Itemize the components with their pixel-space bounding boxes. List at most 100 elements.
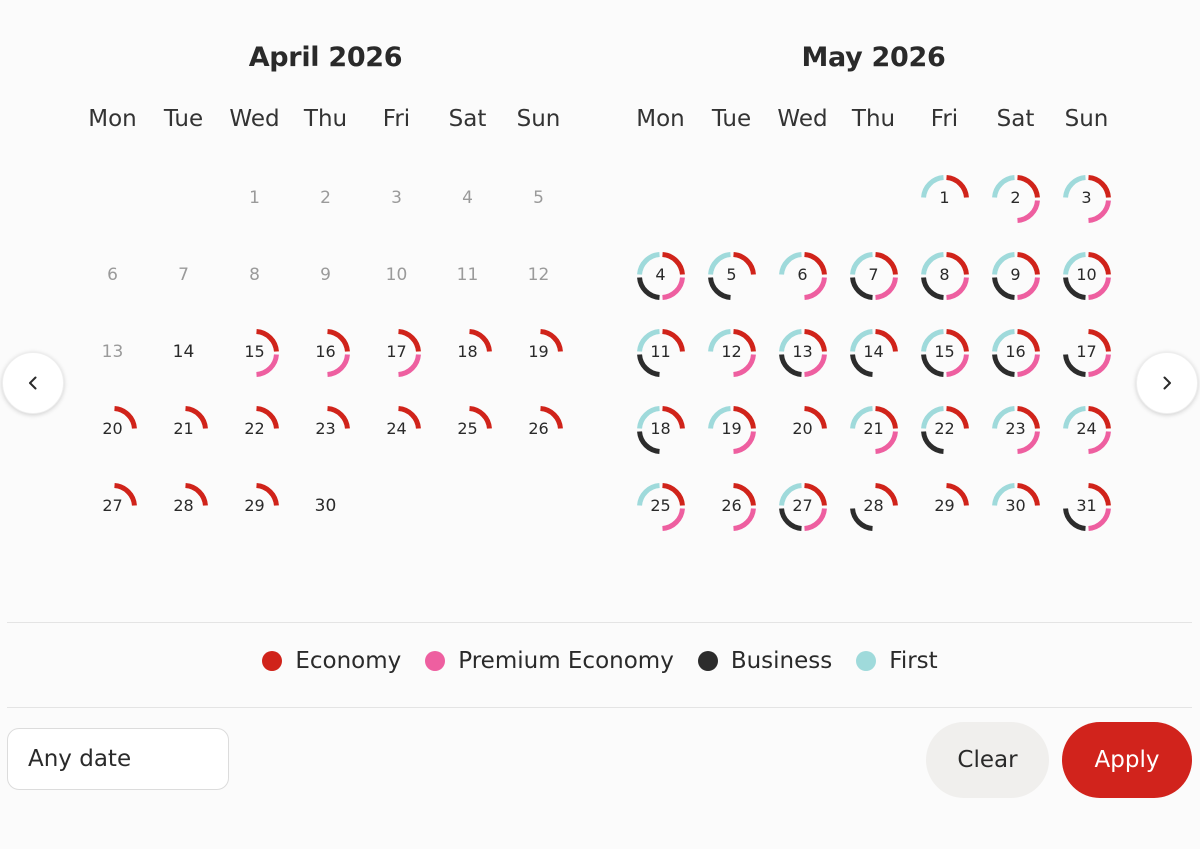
calendar-day[interactable]: 23: [980, 391, 1051, 468]
calendar-day: 2: [290, 160, 361, 237]
selected-date-field[interactable]: Any date: [7, 728, 229, 790]
availability-arc-business: [1063, 277, 1086, 300]
availability-arc-economy: [398, 406, 421, 429]
availability-arc-business: [850, 277, 873, 300]
availability-arc-business: [1063, 508, 1086, 531]
availability-arc-premium-economy: [1017, 431, 1040, 454]
weekday-header: Mon Tue Wed Thu Fri Sat Sun: [625, 106, 1122, 132]
calendar-day[interactable]: 17: [1051, 314, 1122, 391]
calendar-day[interactable]: 14: [838, 314, 909, 391]
availability-arc-premium-economy: [1017, 200, 1040, 223]
calendar-day[interactable]: 31: [1051, 468, 1122, 545]
calendar-day[interactable]: 28: [838, 468, 909, 545]
calendar-day[interactable]: 11: [625, 314, 696, 391]
calendar-day[interactable]: 7: [838, 237, 909, 314]
calendar-grid: 1 2 3 4 5 6 7 8 9 10 11 12 13 14 15 16 17 18 19 20 21 22 23 24 2…: [77, 160, 574, 545]
clear-button[interactable]: Clear: [926, 722, 1049, 798]
day-number: 31: [1076, 496, 1097, 515]
calendar-day[interactable]: 21: [148, 391, 219, 468]
availability-arc-economy: [733, 483, 756, 506]
chevron-left-icon: [29, 376, 37, 390]
calendar-day[interactable]: 26: [696, 468, 767, 545]
day-number: 20: [792, 419, 813, 438]
calendar-day[interactable]: 2: [980, 160, 1051, 237]
availability-ring: [185, 483, 208, 506]
calendar-day[interactable]: 19: [696, 391, 767, 468]
availability-arc-first: [1063, 406, 1086, 429]
calendar-day[interactable]: 22: [909, 391, 980, 468]
calendar-day[interactable]: 18: [432, 314, 503, 391]
availability-arc-economy: [114, 483, 137, 506]
calendar-day[interactable]: 20: [77, 391, 148, 468]
availability-ring: [469, 406, 492, 429]
availability-arc-first: [992, 252, 1015, 275]
calendar-day[interactable]: 29: [219, 468, 290, 545]
next-month-button[interactable]: [1136, 352, 1198, 414]
calendar-day: 7: [148, 237, 219, 314]
calendar-day[interactable]: 12: [696, 314, 767, 391]
calendar-day[interactable]: 1: [909, 160, 980, 237]
availability-ring: [850, 252, 898, 300]
legend-label: Economy: [295, 648, 402, 674]
calendar-day[interactable]: 23: [290, 391, 361, 468]
calendar-day[interactable]: 30: [290, 468, 361, 545]
calendar-day[interactable]: 14: [148, 314, 219, 391]
calendar-day[interactable]: 27: [767, 468, 838, 545]
calendar-day[interactable]: 25: [432, 391, 503, 468]
day-number: 26: [721, 496, 742, 515]
availability-ring: [469, 329, 492, 352]
day-number: 13: [792, 342, 813, 361]
calendar-day[interactable]: 10: [1051, 237, 1122, 314]
calendar-day[interactable]: 17: [361, 314, 432, 391]
calendar-day[interactable]: 20: [767, 391, 838, 468]
calendar-day[interactable]: 24: [1051, 391, 1122, 468]
weekday-label: Fri: [930, 106, 959, 132]
calendar-day[interactable]: 19: [503, 314, 574, 391]
availability-arc-first: [637, 329, 660, 352]
availability-ring: [114, 483, 137, 506]
calendar-day[interactable]: 22: [219, 391, 290, 468]
calendar-day[interactable]: 18: [625, 391, 696, 468]
calendar-day[interactable]: 27: [77, 468, 148, 545]
calendar-day[interactable]: 21: [838, 391, 909, 468]
calendar-day[interactable]: 16: [980, 314, 1051, 391]
availability-arc-business: [921, 277, 944, 300]
previous-month-button[interactable]: [2, 352, 64, 414]
calendar-day[interactable]: 8: [909, 237, 980, 314]
calendar-day[interactable]: 6: [767, 237, 838, 314]
availability-arc-business: [779, 354, 802, 377]
availability-ring: [921, 406, 969, 454]
calendar-day[interactable]: 25: [625, 468, 696, 545]
calendar-day[interactable]: 5: [696, 237, 767, 314]
calendar-day[interactable]: 15: [219, 314, 290, 391]
weekday-label: Mon: [88, 106, 137, 132]
calendar-day[interactable]: 29: [909, 468, 980, 545]
day-number: 27: [792, 496, 813, 515]
availability-arc-economy: [733, 406, 756, 429]
calendar-week: 1 2 3: [625, 160, 1122, 237]
calendar-day[interactable]: 24: [361, 391, 432, 468]
calendar-day[interactable]: 15: [909, 314, 980, 391]
calendar-day[interactable]: 3: [1051, 160, 1122, 237]
availability-arc-premium-economy: [946, 354, 969, 377]
availability-arc-first: [992, 175, 1015, 198]
availability-arc-first: [992, 483, 1015, 506]
calendar-day[interactable]: 16: [290, 314, 361, 391]
calendar-day[interactable]: 30: [980, 468, 1051, 545]
availability-arc-economy: [114, 406, 137, 429]
calendar-day[interactable]: 26: [503, 391, 574, 468]
availability-ring: [1063, 329, 1111, 377]
empty-cell: [148, 160, 219, 237]
day-number: 18: [457, 342, 478, 361]
apply-button[interactable]: Apply: [1062, 722, 1192, 798]
calendar-day[interactable]: 4: [625, 237, 696, 314]
calendar-day[interactable]: 28: [148, 468, 219, 545]
availability-arc-economy: [733, 329, 756, 352]
availability-arc-economy: [256, 329, 279, 352]
day-number: 2: [1010, 188, 1021, 207]
availability-ring: [256, 406, 279, 429]
calendar-day[interactable]: 13: [767, 314, 838, 391]
availability-arc-premium-economy: [804, 508, 827, 531]
day-number: 12: [527, 265, 550, 285]
calendar-day[interactable]: 9: [980, 237, 1051, 314]
